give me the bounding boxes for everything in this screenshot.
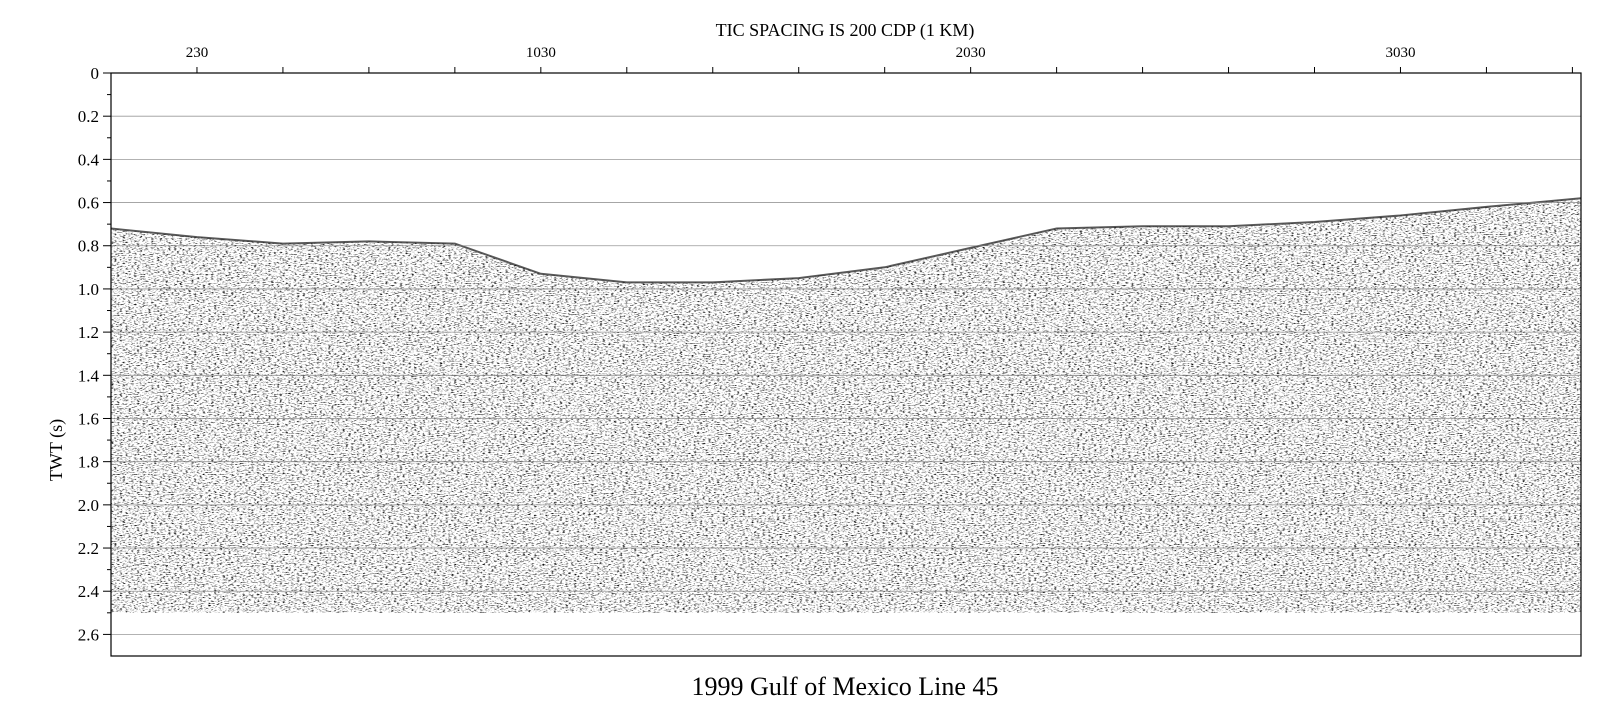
y-tick-label: 2.0 [78, 496, 99, 515]
seismic-section [111, 197, 1581, 613]
plot-frame [110, 72, 1582, 657]
top-axis-note-text: TIC SPACING IS 200 CDP (1 KM) [716, 20, 975, 41]
plot-area: 230 1030 2030 3030 0 0.2 0.4 0.6 0.8 1.0 1.2 1.4 1.… [78, 45, 1582, 657]
x-tick-label: 230 [186, 45, 209, 61]
top-axis-note: TIC SPACING IS 200 CDP (1 KM) [716, 20, 975, 41]
y-tick-label: 1.2 [78, 323, 99, 342]
y-tick-label: 0.4 [78, 150, 100, 169]
y-tick-label: 2.2 [78, 539, 99, 558]
y-tick-label: 1.8 [78, 453, 99, 472]
y-tick-label: 1.4 [78, 366, 100, 385]
x-tick-label: 1030 [526, 45, 556, 61]
y-tick-label: 2.6 [78, 625, 99, 644]
y-tick-label: 1.6 [78, 409, 99, 428]
x-tick-label: 2030 [956, 45, 986, 61]
seismic-amplitude-fill [111, 198, 1581, 613]
x-tick-label: 3030 [1385, 45, 1415, 61]
y-axis: 0 0.2 0.4 0.6 0.8 1.0 1.2 1.4 1.6 1.8 2.0 2.2 2.4 2.6 [78, 64, 111, 644]
y-tick-label: 1.0 [78, 280, 99, 299]
seafloor-reflector [111, 197, 1581, 284]
y-tick-label: 0.6 [78, 194, 99, 213]
grid-lines [111, 115, 1581, 635]
y-tick-label: 0.2 [78, 107, 99, 126]
x-axis-top: 230 1030 2030 3030 [186, 45, 1573, 73]
y-tick-label: 2.4 [78, 582, 100, 601]
chart-title: 1999 Gulf of Mexico Line 45 [692, 672, 999, 701]
y-axis-label: TWT (s) [46, 419, 67, 481]
y-tick-label: 0.8 [78, 237, 99, 256]
y-tick-label: 0 [91, 64, 100, 83]
